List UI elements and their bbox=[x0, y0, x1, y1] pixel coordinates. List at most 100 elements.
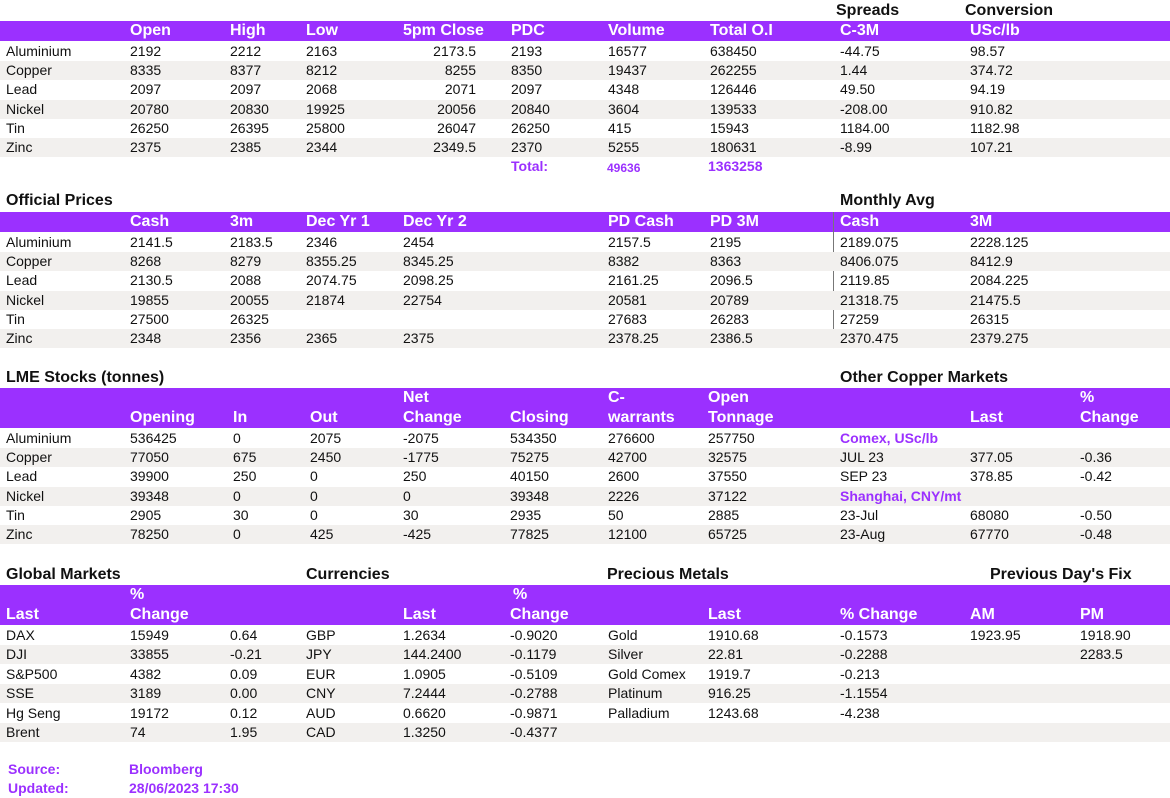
table-cell: 2141.5 bbox=[130, 234, 173, 250]
table-cell: 77050 bbox=[130, 449, 169, 466]
table-cell: 2084.225 bbox=[970, 272, 1029, 289]
copper-header-pct: Change bbox=[1080, 409, 1139, 426]
index-name: Hg Seng bbox=[6, 704, 61, 721]
currency-name: AUD bbox=[306, 704, 336, 721]
table-cell: 21874 bbox=[306, 291, 345, 308]
currency-last: 1.0905 bbox=[403, 665, 446, 682]
copper-contract: 23-Jul bbox=[840, 507, 879, 523]
official-header-cell: Cash bbox=[840, 213, 880, 230]
metal-name: Copper bbox=[6, 449, 52, 466]
table-cell: 2385 bbox=[230, 139, 262, 155]
index-last: 33855 bbox=[130, 646, 169, 663]
metal-name: Nickel bbox=[6, 291, 45, 308]
table-cell: 0 bbox=[233, 430, 241, 446]
precious-metals-title: Precious Metals bbox=[607, 566, 729, 583]
table-cell: 42700 bbox=[608, 449, 647, 466]
previous-fix-title: Previous Day's Fix bbox=[990, 566, 1132, 583]
currency-change: -0.1179 bbox=[510, 646, 557, 663]
spreads-label: Spreads bbox=[836, 2, 900, 19]
table-cell: 27259 bbox=[840, 310, 879, 327]
table-cell: 98.57 bbox=[970, 43, 1006, 59]
row-stripe bbox=[0, 61, 1170, 81]
table-cell: 20830 bbox=[230, 100, 269, 117]
table-cell: 21475.5 bbox=[970, 291, 1021, 308]
index-last: 74 bbox=[130, 724, 146, 740]
metal-name: Nickel bbox=[6, 487, 45, 504]
metal-name: Copper bbox=[6, 62, 52, 79]
comex-label: Comex, USc/lb bbox=[840, 430, 939, 446]
precious-last: 22.81 bbox=[708, 646, 744, 663]
markets-header-band bbox=[0, 585, 1170, 625]
table-cell: 26395 bbox=[230, 119, 269, 136]
currency-last: 0.6620 bbox=[403, 704, 446, 721]
table-cell: 27500 bbox=[130, 310, 169, 327]
index-change: 0.12 bbox=[230, 704, 258, 721]
official-header-cell: 3m bbox=[230, 213, 254, 230]
lme-header-cell: 5pm Close bbox=[403, 22, 484, 39]
copper-contract: 23-Aug bbox=[840, 526, 886, 543]
stocks-header-cell: Change bbox=[403, 409, 462, 426]
index-last: 3189 bbox=[130, 685, 162, 702]
table-cell: 250 bbox=[233, 468, 257, 485]
table-cell: 8345.25 bbox=[403, 253, 454, 270]
table-cell: 2346 bbox=[306, 234, 338, 250]
table-cell: 910.82 bbox=[970, 100, 1013, 117]
table-cell: 39348 bbox=[130, 487, 169, 504]
copper-contract: JUL 23 bbox=[840, 449, 884, 465]
table-cell: 16577 bbox=[608, 43, 647, 59]
table-cell: 75275 bbox=[510, 449, 549, 466]
lme-header-cell: Low bbox=[306, 22, 338, 39]
metal-name: Aluminium bbox=[6, 43, 72, 59]
metal-name: Zinc bbox=[6, 330, 33, 346]
currency-change: -0.4377 bbox=[510, 724, 558, 740]
currency-last: 7.2444 bbox=[403, 685, 446, 702]
table-cell: 2370 bbox=[511, 139, 543, 155]
row-stripe bbox=[0, 99, 1170, 119]
fix-am: 1923.95 bbox=[970, 627, 1021, 643]
table-cell: 2450 bbox=[310, 449, 342, 466]
table-cell: 257750 bbox=[708, 430, 755, 446]
table-cell: 8382 bbox=[608, 253, 640, 270]
table-cell: 2173.5 bbox=[433, 43, 476, 59]
table-cell: 2189.075 bbox=[840, 234, 899, 250]
metal-name: Tin bbox=[6, 506, 25, 523]
table-cell: 21318.75 bbox=[840, 291, 899, 308]
table-cell: 2905 bbox=[130, 506, 162, 523]
table-cell: -208.00 bbox=[840, 100, 888, 117]
table-cell: 139533 bbox=[710, 100, 757, 117]
table-cell: 2378.25 bbox=[608, 330, 659, 346]
table-cell: 374.72 bbox=[970, 62, 1013, 79]
shanghai-label: Shanghai, CNY/mt bbox=[840, 488, 962, 504]
source-label: Source: bbox=[8, 761, 61, 777]
official-header-cell: Dec Yr 2 bbox=[403, 213, 467, 230]
index-change: 0.09 bbox=[230, 665, 258, 682]
table-cell: 49.50 bbox=[840, 81, 876, 98]
table-cell: 26283 bbox=[710, 310, 749, 327]
table-cell: 26325 bbox=[230, 310, 269, 327]
table-cell: 37122 bbox=[708, 487, 747, 504]
table-cell: -1775 bbox=[403, 449, 439, 466]
official-header-band bbox=[0, 212, 1170, 232]
table-cell: 2097 bbox=[130, 81, 162, 98]
table-cell: 50 bbox=[608, 506, 624, 523]
row-stripe bbox=[0, 645, 1170, 665]
stocks-header-cw-top: C- bbox=[608, 389, 625, 406]
row-stripe bbox=[0, 486, 1170, 506]
table-cell: 26250 bbox=[130, 119, 169, 136]
table-cell: 2157.5 bbox=[608, 234, 651, 250]
lme-header-band bbox=[0, 21, 1170, 41]
table-cell: 20056 bbox=[437, 100, 476, 117]
table-cell: 536425 bbox=[130, 430, 177, 446]
currency-header-pct-top: % bbox=[513, 586, 528, 603]
precious-name: Gold Comex bbox=[608, 665, 686, 682]
lme-header-cell: PDC bbox=[511, 22, 545, 39]
table-cell: 2130.5 bbox=[130, 272, 173, 289]
table-cell: 2183.5 bbox=[230, 234, 273, 250]
table-cell: 8268 bbox=[130, 253, 162, 270]
metal-name: Zinc bbox=[6, 526, 33, 542]
table-cell: 26047 bbox=[437, 119, 476, 136]
table-cell: 180631 bbox=[710, 139, 757, 155]
currency-name: JPY bbox=[306, 646, 332, 663]
table-cell: 675 bbox=[233, 449, 257, 466]
official-header-cell: Dec Yr 1 bbox=[306, 213, 370, 230]
